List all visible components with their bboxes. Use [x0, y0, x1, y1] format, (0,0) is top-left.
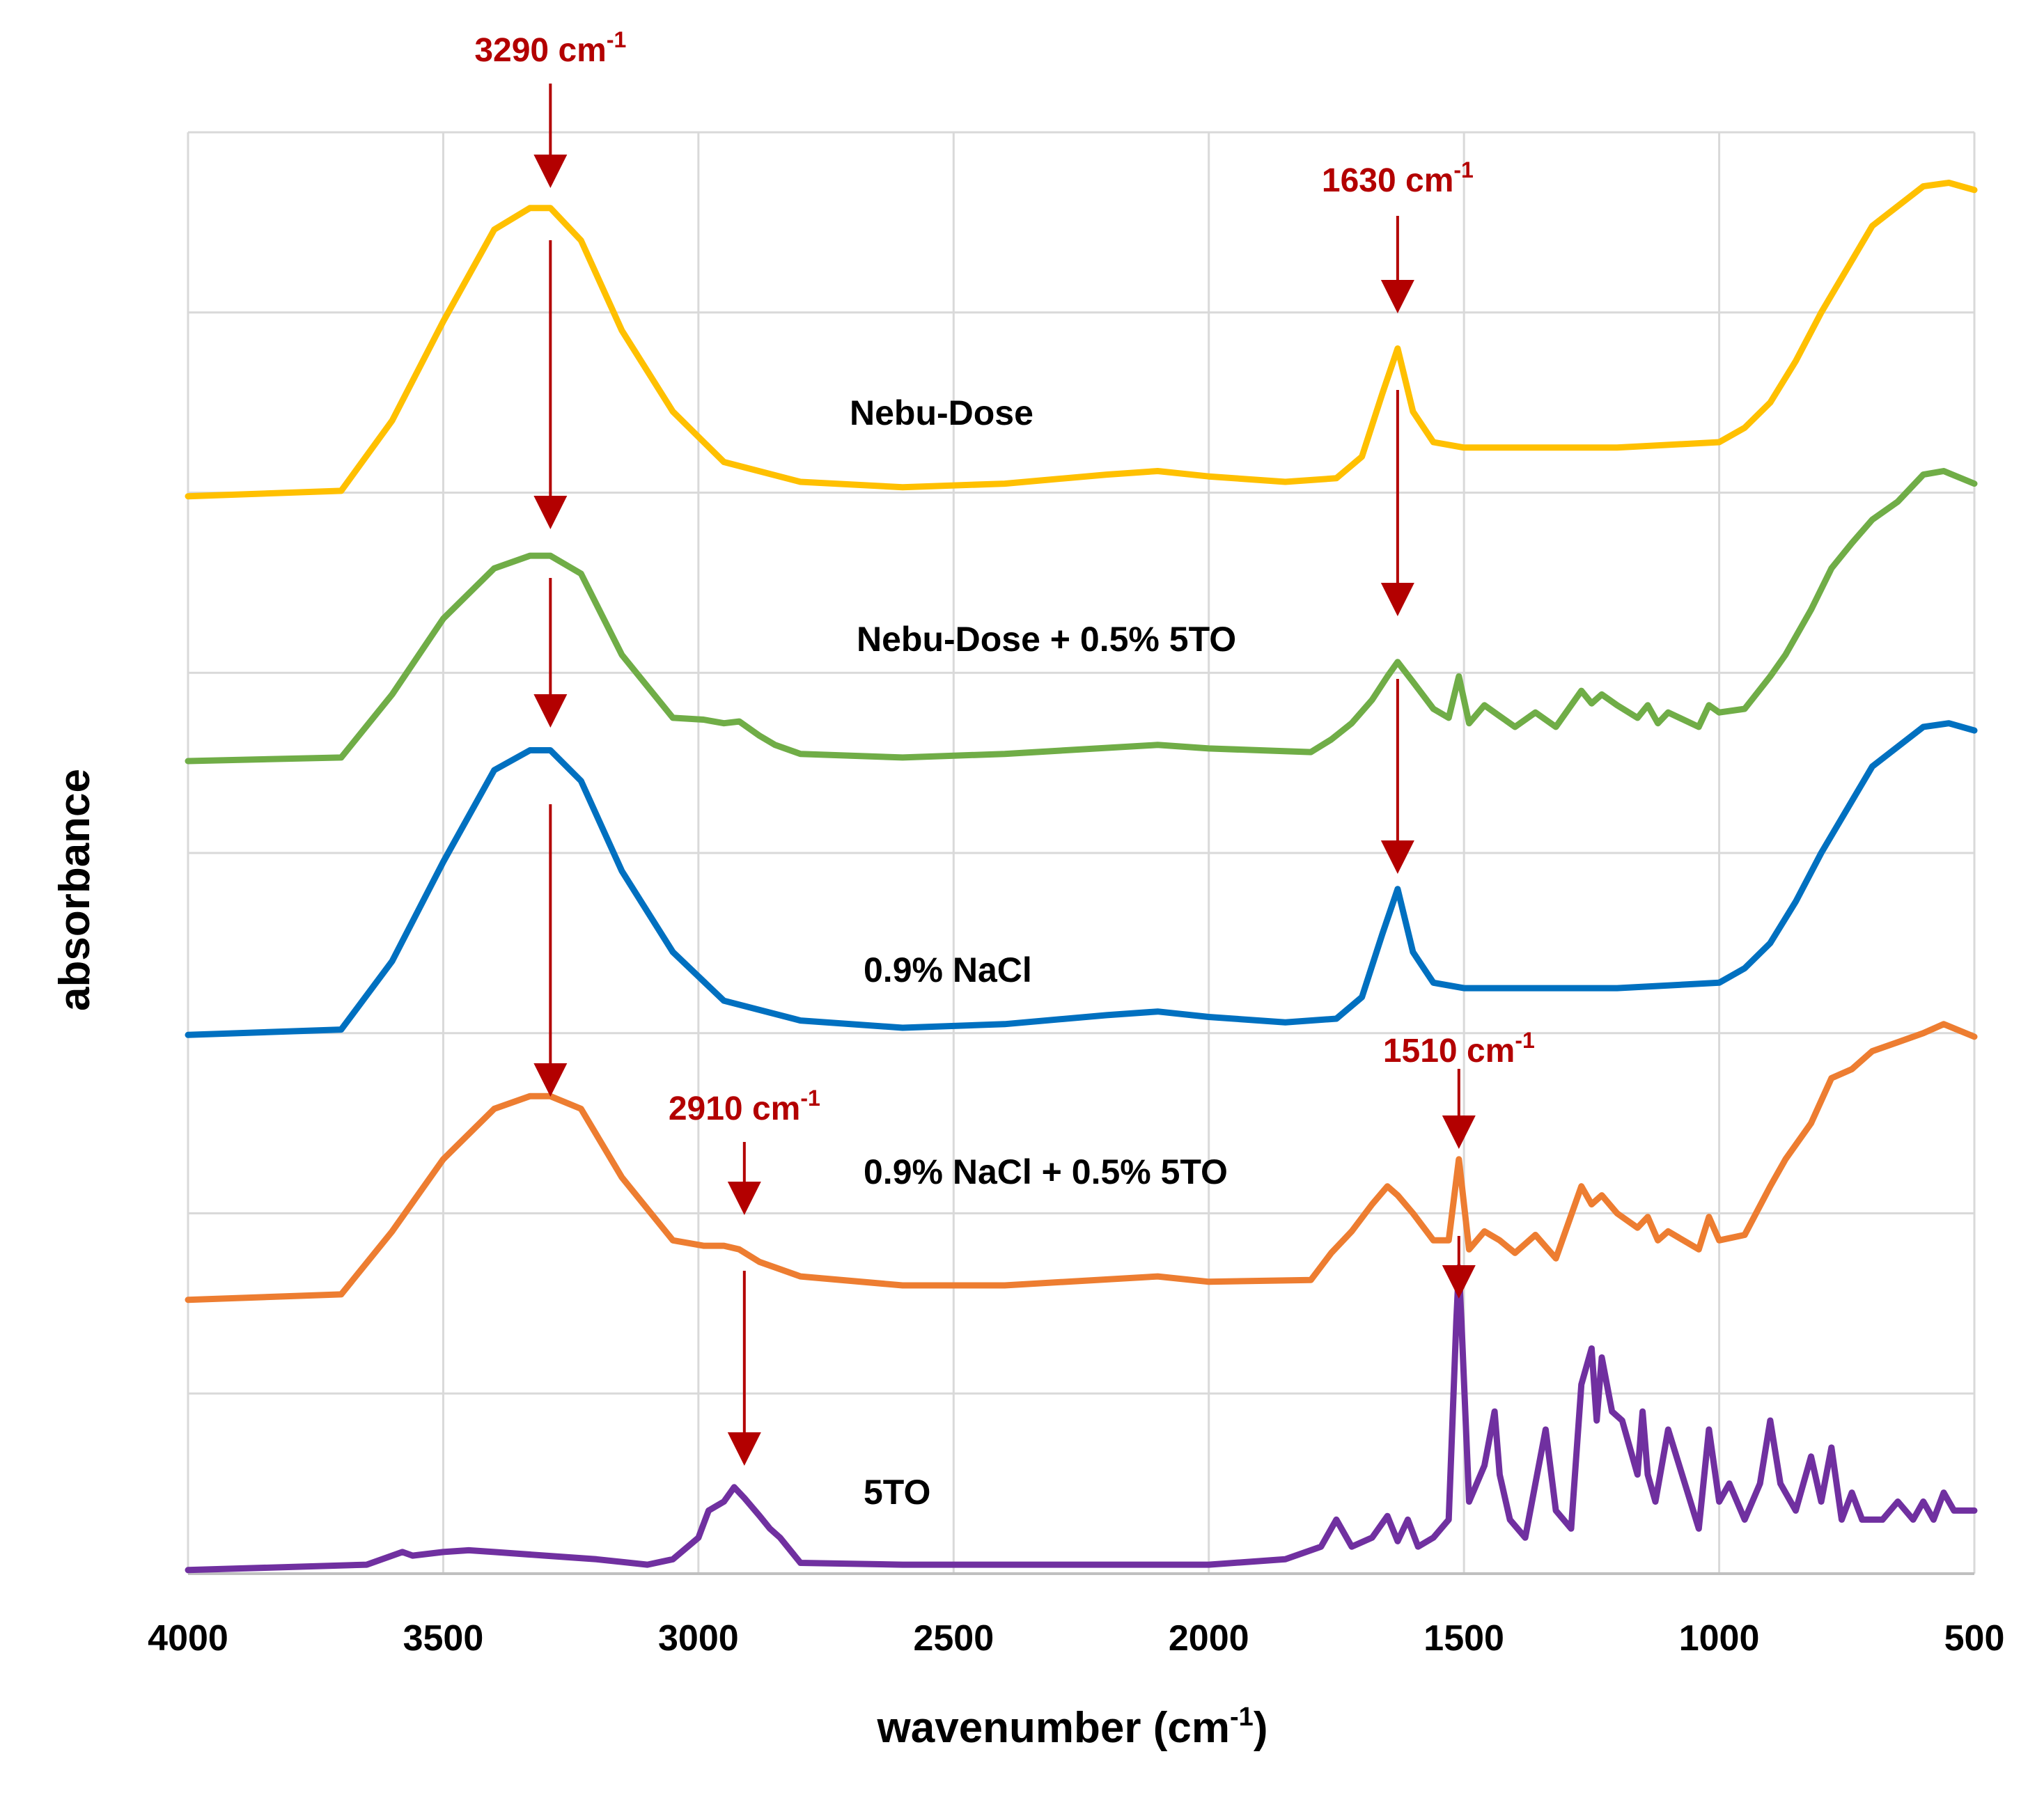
series-line: [185, 1021, 1978, 1303]
x-tick-label: 3500: [403, 1618, 484, 1659]
peak-annotation: 1510 cm-1: [1383, 1028, 1535, 1070]
peak-annotation-sup: -1: [1515, 1028, 1534, 1053]
arrow-1630-head: [1380, 280, 1414, 313]
peak-annotation-sup: -1: [607, 27, 626, 52]
x-tick-label: 3000: [658, 1618, 739, 1659]
arrow-3290-head: [533, 1063, 568, 1097]
peak-annotation-text: 1510 cm: [1383, 1033, 1515, 1070]
peak-annotation-text: 3290 cm: [474, 32, 607, 69]
series-line: [185, 1264, 1978, 1574]
series-line: [185, 720, 1978, 1038]
peak-annotation-text: 2910 cm: [669, 1090, 801, 1127]
peak-annotation: 3290 cm-1: [474, 27, 626, 69]
peak-annotation: 2910 cm-1: [669, 1086, 820, 1127]
peak-annotation-sup: -1: [800, 1086, 820, 1111]
arrow-1510-head: [1442, 1115, 1476, 1149]
x-axis-title: wavenumber (cm-1): [877, 1702, 1268, 1752]
series-labels: Nebu-Dose Nebu-Dose + 0.5% 5TO 0.9% NaCl 0.…: [850, 393, 1236, 1512]
peak-annotation: 1630 cm-1: [1322, 157, 1474, 199]
x-tick-label: 2000: [1169, 1618, 1249, 1659]
peak-annotation-sup: -1: [1453, 157, 1473, 182]
spectra-series: [185, 180, 1978, 1574]
arrow-2910-head: [727, 1182, 761, 1215]
arrow-3290-head: [533, 694, 568, 728]
arrow-1630-head: [1380, 840, 1414, 874]
x-tick-label: 2500: [913, 1618, 994, 1659]
x-tick-label: 1500: [1423, 1618, 1504, 1659]
arrow-3290-head: [533, 496, 568, 529]
series-label: 0.9% NaCl: [864, 950, 1032, 989]
series-label: Nebu-Dose: [850, 393, 1033, 432]
arrow-3290-head: [533, 155, 568, 188]
series-label: Nebu-Dose + 0.5% 5TO: [857, 620, 1236, 659]
x-tick-label: 500: [1944, 1618, 2005, 1659]
arrow-2910-head: [727, 1432, 761, 1466]
series-line: [185, 180, 1978, 500]
x-tick-labels: 4000 3500 3000 2500 2000 1500 1000 500: [148, 1618, 2004, 1659]
series-label: 0.9% NaCl + 0.5% 5TO: [864, 1152, 1228, 1191]
arrow-1630-head: [1380, 583, 1414, 616]
series-label: 5TO: [864, 1473, 930, 1512]
peak-arrows: [533, 84, 1476, 1466]
x-tick-label: 4000: [148, 1618, 228, 1659]
grid-lines: [187, 131, 1976, 1575]
arrow-1510-head: [1442, 1265, 1476, 1299]
y-axis-title: absorbance: [51, 769, 99, 1011]
peak-annotation-text: 1630 cm: [1322, 162, 1454, 199]
x-axis-title-sup: -1: [1230, 1702, 1254, 1732]
x-axis-title-close: ): [1254, 1704, 1268, 1752]
series-line: [185, 468, 1978, 765]
x-tick-label: 1000: [1679, 1618, 1760, 1659]
x-axis-title-text: wavenumber (cm: [877, 1704, 1231, 1752]
